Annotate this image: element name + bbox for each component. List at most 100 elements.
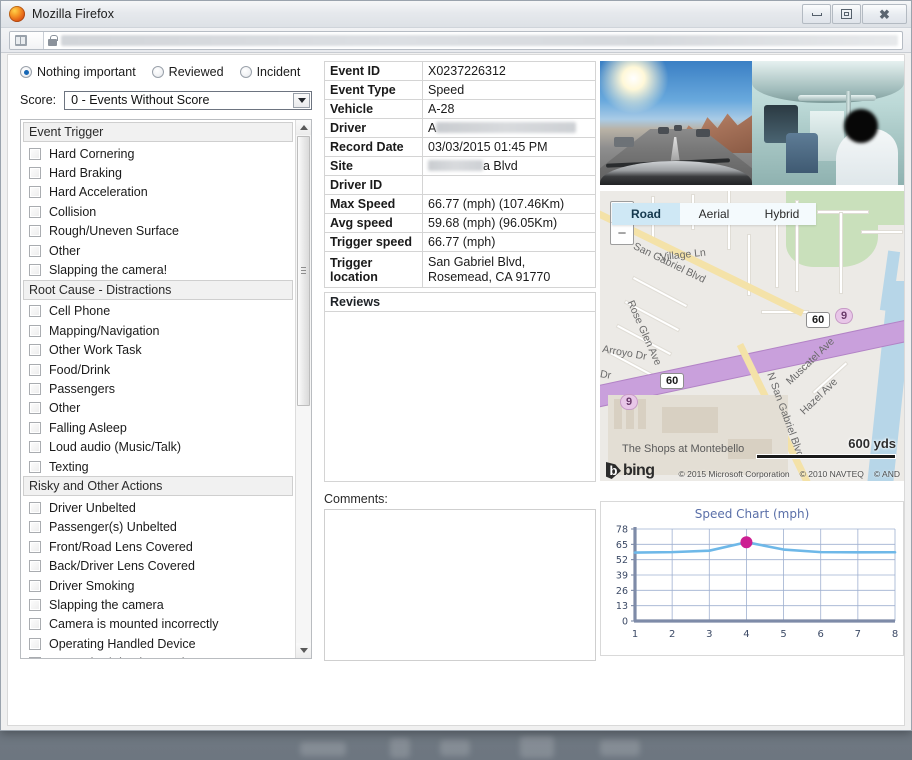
checkbox-icon[interactable]: [29, 205, 41, 218]
radio-reviewed[interactable]: Reviewed: [151, 65, 224, 79]
trigger-checkbox-list[interactable]: Event Trigger Hard Cornering Hard Braking H…: [20, 119, 312, 659]
map-mode-aerial[interactable]: Aerial: [680, 203, 748, 225]
checkbox-icon[interactable]: [29, 167, 41, 180]
radio-icon: [239, 66, 252, 78]
lane-marking-shape: [669, 137, 681, 167]
trigger-checkbox-item[interactable]: Camera is mounted incorrectly: [23, 615, 293, 634]
map-mode-hybrid[interactable]: Hybrid: [748, 203, 816, 225]
checkbox-icon[interactable]: [29, 244, 41, 257]
chart-xtick-label: 7: [855, 629, 861, 640]
radio-label: Incident: [256, 65, 301, 79]
trigger-checkbox-item[interactable]: Driver Unbelted: [23, 498, 293, 517]
detail-key: Event ID: [324, 61, 423, 81]
detail-row: Driver A: [324, 118, 596, 138]
radio-nothing-important[interactable]: Nothing important: [20, 65, 136, 79]
url-input[interactable]: [61, 34, 898, 46]
vehicle-shape: [674, 125, 682, 131]
trigger-checkbox-item[interactable]: Mapping/Navigation: [23, 321, 293, 340]
checkbox-icon[interactable]: [29, 324, 41, 337]
checkbox-icon[interactable]: [29, 186, 41, 199]
checkbox-icon[interactable]: [29, 560, 41, 573]
checkbox-icon[interactable]: [29, 521, 41, 534]
detail-key: Driver ID: [324, 175, 423, 195]
checkbox-icon[interactable]: [29, 540, 41, 553]
scroll-up-button[interactable]: [296, 120, 311, 135]
checkbox-icon[interactable]: [29, 363, 41, 376]
trigger-checkbox-item[interactable]: Front/Road Lens Covered: [23, 537, 293, 556]
scroll-down-button[interactable]: [296, 643, 311, 658]
detail-value-text: a Blvd: [483, 159, 518, 173]
trigger-group-header: Event Trigger: [23, 122, 293, 142]
score-select[interactable]: 0 - Events Without Score: [64, 90, 312, 110]
close-button[interactable]: ✖: [862, 4, 907, 24]
checkbox-icon[interactable]: [29, 225, 41, 238]
trigger-checkbox-item[interactable]: Hard Cornering: [23, 144, 293, 163]
checkbox-icon[interactable]: [29, 618, 41, 631]
chart-xtick-label: 8: [892, 629, 898, 640]
driver-facing-camera-thumbnail[interactable]: [752, 61, 904, 185]
detail-key: Record Date: [324, 137, 423, 157]
trigger-item-label: Slapping the camera!: [49, 263, 168, 278]
route-shield-9: 9: [835, 308, 854, 324]
url-bar[interactable]: [9, 30, 903, 50]
trigger-checkbox-item[interactable]: Operating Handled Device: [23, 634, 293, 653]
scrollbar-thumb[interactable]: [297, 136, 310, 406]
checkbox-icon[interactable]: [29, 460, 41, 473]
trigger-checkbox-item[interactable]: Hard Braking: [23, 163, 293, 182]
trigger-checkbox-item[interactable]: Passengers: [23, 379, 293, 398]
trigger-checkbox-item[interactable]: Back/Driver Lens Covered: [23, 556, 293, 575]
zoom-out-button[interactable]: −: [617, 225, 627, 242]
map-label-hazel-ave: Hazel Ave: [797, 375, 841, 418]
chevron-down-icon[interactable]: [293, 92, 310, 108]
trigger-checkbox-item[interactable]: Loud audio (Music/Talk): [23, 437, 293, 456]
bing-map[interactable]: Village Ln San Gabriel Blvd Rose Glen Av…: [600, 191, 904, 481]
bing-logo[interactable]: b bing: [606, 462, 655, 479]
trigger-checkbox-item[interactable]: Hard Acceleration: [23, 183, 293, 202]
trigger-checkbox-item[interactable]: Passenger(s) Unbelted: [23, 518, 293, 537]
maximize-button[interactable]: [832, 4, 861, 24]
reviews-header: Reviews: [324, 292, 596, 312]
trigger-checkbox-item[interactable]: Driver Smoking: [23, 576, 293, 595]
checkbox-icon[interactable]: [29, 579, 41, 592]
trigger-checkbox-item[interactable]: Slapping the camera!: [23, 260, 293, 279]
trigger-checkbox-item[interactable]: Texting: [23, 457, 293, 476]
trigger-item-label: Loud audio (Music/Talk): [49, 440, 182, 455]
trigger-checkbox-item[interactable]: Tampering/Abusing Equipment: [23, 653, 293, 658]
site-identity-box[interactable]: [10, 31, 44, 49]
map-mode-road[interactable]: Road: [612, 203, 680, 225]
detail-key: Vehicle: [324, 99, 423, 119]
checkbox-icon[interactable]: [29, 657, 41, 658]
trigger-list-scrollbar[interactable]: [295, 120, 311, 658]
trigger-checkbox-item[interactable]: Collision: [23, 202, 293, 221]
checkbox-icon[interactable]: [29, 264, 41, 277]
checkbox-icon[interactable]: [29, 402, 41, 415]
trigger-checkbox-item[interactable]: Falling Asleep: [23, 418, 293, 437]
checkbox-icon[interactable]: [29, 305, 41, 318]
checkbox-icon[interactable]: [29, 441, 41, 454]
checkbox-icon[interactable]: [29, 382, 41, 395]
radio-incident[interactable]: Incident: [239, 65, 301, 79]
minimize-button[interactable]: [802, 4, 831, 24]
reviews-list[interactable]: [324, 312, 596, 482]
checkbox-icon[interactable]: [29, 147, 41, 160]
trigger-checkbox-item[interactable]: Slapping the camera: [23, 595, 293, 614]
chart-max-speed-marker: [740, 536, 753, 549]
checkbox-icon[interactable]: [29, 421, 41, 434]
trigger-checkbox-item[interactable]: Rough/Uneven Surface: [23, 222, 293, 241]
trigger-checkbox-item[interactable]: Other: [23, 399, 293, 418]
trigger-checkbox-item[interactable]: Other Work Task: [23, 341, 293, 360]
checkbox-icon[interactable]: [29, 344, 41, 357]
trigger-item-label: Texting: [49, 459, 89, 474]
detail-row: Site a Blvd: [324, 156, 596, 176]
road-facing-camera-thumbnail[interactable]: [600, 61, 752, 185]
vehicle-shape: [696, 129, 710, 137]
comments-textarea[interactable]: [324, 509, 596, 661]
chart-ytick-label: 0: [622, 617, 628, 628]
checkbox-icon[interactable]: [29, 501, 41, 514]
trigger-checkbox-item[interactable]: Cell Phone: [23, 302, 293, 321]
trigger-checkbox-item[interactable]: Food/Drink: [23, 360, 293, 379]
checkbox-icon[interactable]: [29, 598, 41, 611]
checkbox-icon[interactable]: [29, 637, 41, 650]
trigger-checkbox-item[interactable]: Other: [23, 241, 293, 260]
trigger-item-label: Passengers: [49, 381, 116, 396]
